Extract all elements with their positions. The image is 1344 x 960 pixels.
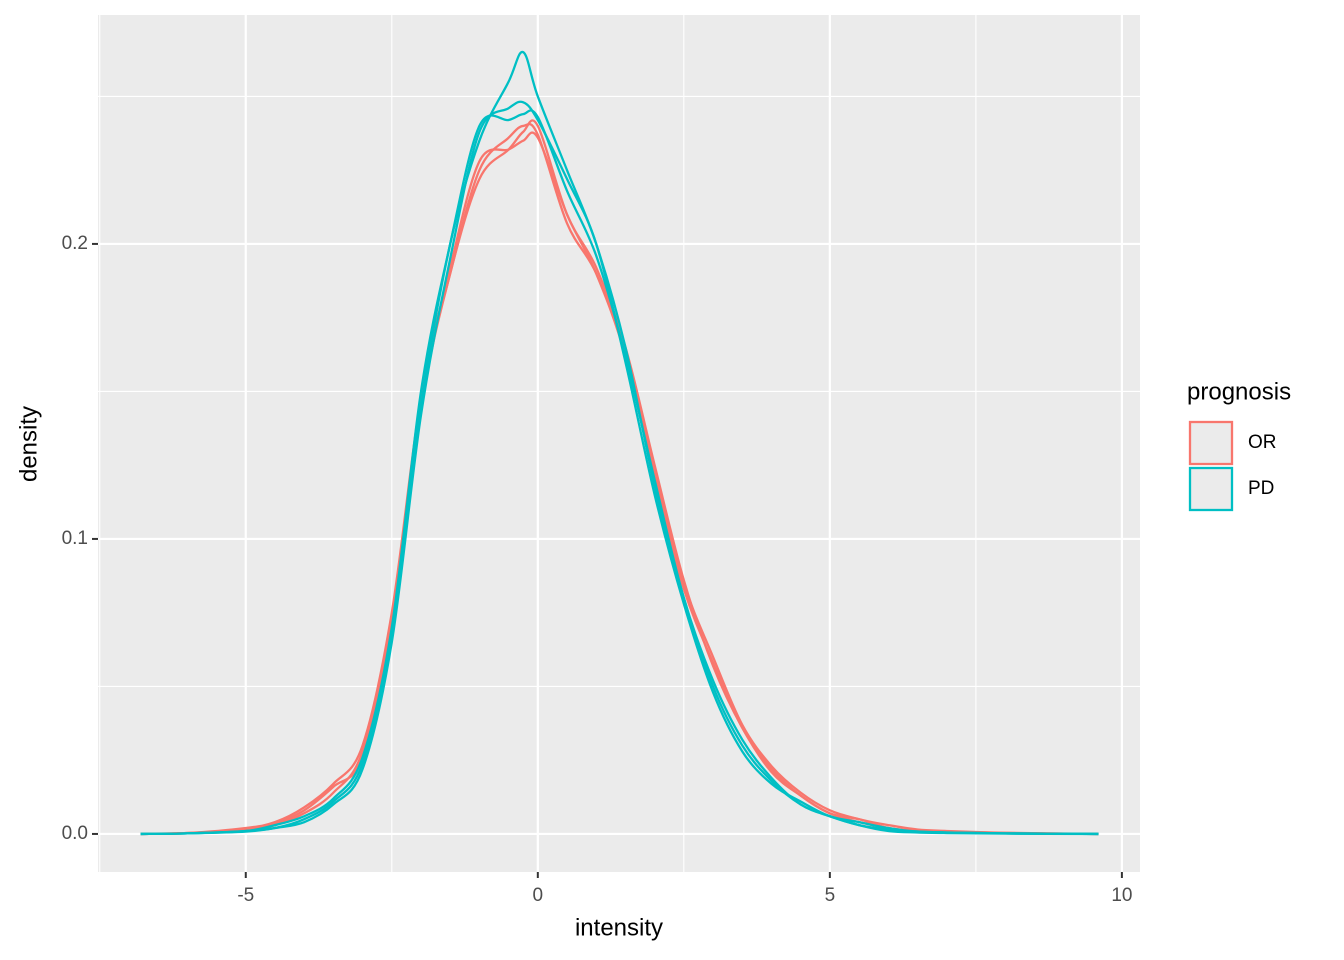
- density-line: [140, 109, 1099, 836]
- legend-label: OR: [1248, 432, 1277, 453]
- x-tick-label: 5: [825, 885, 836, 906]
- x-tick-label: -5: [237, 885, 254, 906]
- x-axis-title: intensity: [575, 914, 663, 941]
- legend-key: [1188, 420, 1234, 466]
- x-tick-label: 0: [533, 885, 544, 906]
- x-tick-label: 10: [1111, 885, 1132, 906]
- y-tick-label: 0.0: [62, 823, 88, 844]
- legend-key: [1188, 466, 1234, 512]
- panel-background: [98, 15, 1140, 872]
- y-tick-label: 0.2: [62, 233, 88, 254]
- legend-title: prognosis: [1187, 378, 1291, 405]
- legend-label: PD: [1248, 478, 1274, 499]
- y-tick-label: 0.1: [62, 528, 88, 549]
- y-axis-title: density: [15, 406, 42, 482]
- density-line: [140, 100, 1099, 836]
